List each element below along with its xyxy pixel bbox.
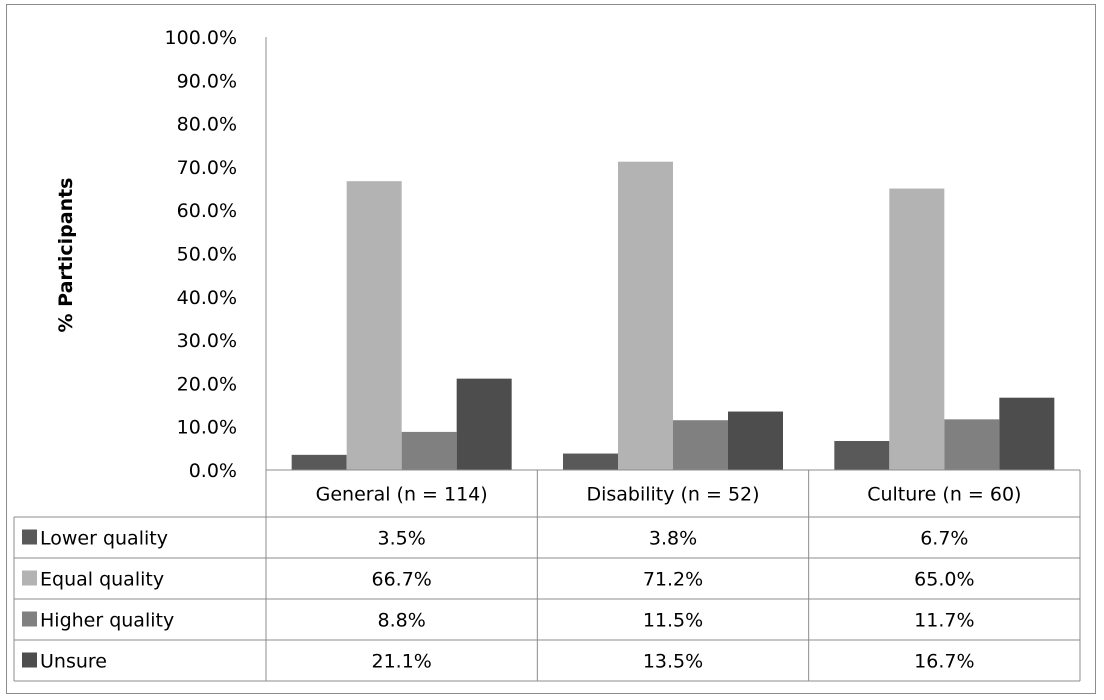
legend-key xyxy=(22,652,37,668)
y-tick-label: 100.0% xyxy=(165,27,237,49)
table-value: 8.8% xyxy=(378,610,426,632)
table-value: 3.5% xyxy=(378,528,426,550)
y-tick-label: 40.0% xyxy=(177,287,237,309)
y-tick-label: 10.0% xyxy=(177,417,237,439)
y-axis-title: % Participants xyxy=(55,178,77,333)
bar-higher-quality xyxy=(401,431,457,470)
bar-unsure xyxy=(999,397,1055,470)
table-value: 13.5% xyxy=(643,651,703,673)
y-tick-label: 90.0% xyxy=(177,70,237,92)
y-tick-label: 20.0% xyxy=(177,373,237,395)
y-tick-label: 50.0% xyxy=(177,244,237,266)
bar-unsure xyxy=(728,411,783,470)
bar-unsure xyxy=(456,378,512,470)
y-tick-label: 30.0% xyxy=(177,330,237,352)
bar-lower-quality xyxy=(834,440,890,470)
bar-lower-quality xyxy=(291,454,347,470)
y-tick-label: 80.0% xyxy=(177,114,237,136)
bar-equal-quality xyxy=(618,161,673,471)
legend-label: Equal quality xyxy=(40,569,164,591)
legend-key xyxy=(22,529,37,545)
table-value: 11.5% xyxy=(643,610,703,632)
table-value: 66.7% xyxy=(371,569,431,591)
bar-equal-quality xyxy=(346,181,402,470)
legend-key xyxy=(22,611,37,627)
legend-key xyxy=(22,570,37,586)
y-tick-label: 60.0% xyxy=(177,200,237,222)
bar-equal-quality xyxy=(889,188,945,471)
table-value: 71.2% xyxy=(643,569,703,591)
y-tick-label: 70.0% xyxy=(177,157,237,179)
bar-lower-quality xyxy=(563,453,618,470)
chart-frame xyxy=(6,4,1096,694)
legend-label: Lower quality xyxy=(40,528,168,550)
table-value: 3.8% xyxy=(649,528,697,550)
table-value: 16.7% xyxy=(914,651,974,673)
legend-label: Unsure xyxy=(40,651,107,673)
table-value: 6.7% xyxy=(920,528,968,550)
y-tick-label: 0.0% xyxy=(189,460,237,482)
table-value: 65.0% xyxy=(914,569,974,591)
category-label: General (n = 114) xyxy=(316,484,488,506)
category-label: Disability (n = 52) xyxy=(586,484,759,506)
category-label: Culture (n = 60) xyxy=(867,484,1021,506)
table-value: 11.7% xyxy=(914,610,974,632)
table-value: 21.1% xyxy=(371,651,431,673)
bar-higher-quality xyxy=(944,419,1000,470)
legend-label: Higher quality xyxy=(40,610,174,632)
bar-higher-quality xyxy=(673,420,728,470)
